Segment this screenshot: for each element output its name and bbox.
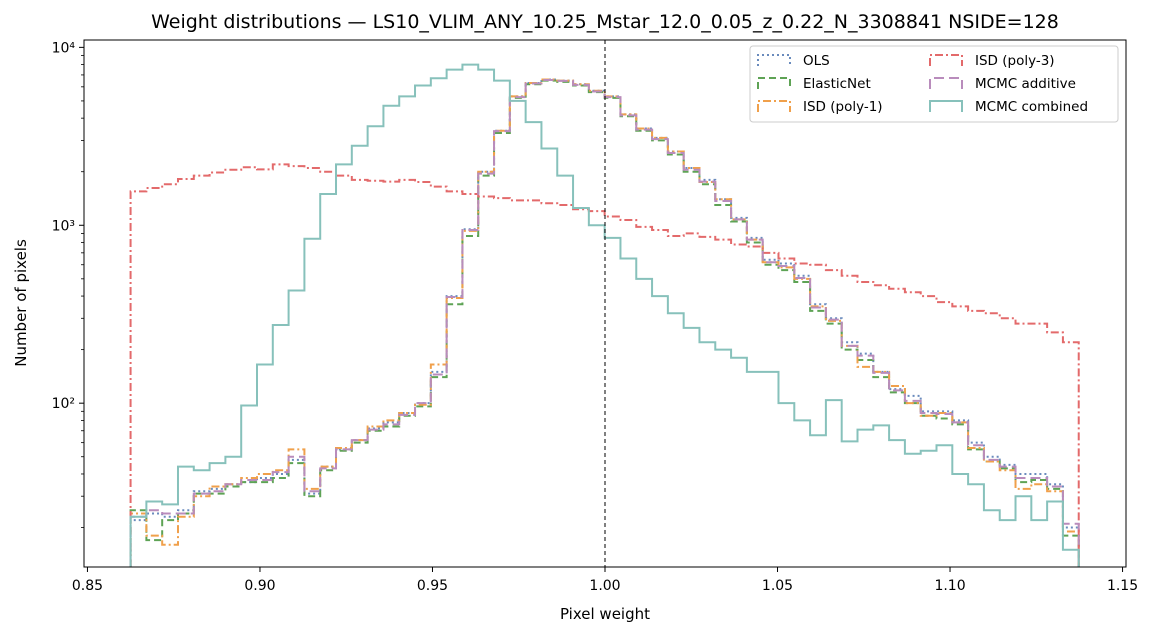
x-tick-label: 1.05	[762, 578, 793, 594]
legend-item: MCMC combined	[929, 99, 1088, 115]
y-tick-label: 10²	[52, 396, 75, 412]
legend-item: OLS	[757, 53, 830, 69]
legend: OLS ElasticNet ISD (poly-1) ISD (poly-3) MCM…	[749, 45, 1119, 123]
y-axis-label: Number of pixels	[12, 239, 30, 367]
legend-item: MCMC additive	[929, 76, 1076, 92]
legend-label: MCMC combined	[975, 99, 1088, 115]
legend-swatch	[757, 77, 791, 89]
legend-item: ISD (poly-1)	[757, 99, 883, 115]
legend-item: ISD (poly-3)	[929, 53, 1055, 69]
legend-item: ElasticNet	[757, 76, 871, 92]
legend-label: ElasticNet	[803, 76, 871, 92]
x-tick-label: 0.90	[244, 578, 275, 594]
x-tick-label: 0.95	[417, 578, 448, 594]
chart-title: Weight distributions — LS10_VLIM_ANY_10.…	[151, 11, 1059, 33]
legend-label: MCMC additive	[975, 76, 1076, 92]
legend-swatch	[929, 77, 963, 89]
legend-swatch	[929, 54, 963, 66]
x-axis-label: Pixel weight	[560, 605, 650, 623]
legend-swatch	[757, 54, 791, 66]
x-tick-label: 1.10	[934, 578, 965, 594]
series-line-elasticnet	[129, 79, 1080, 567]
y-tick-label: 10³	[52, 218, 75, 234]
x-axis: 0.85 0.90 0.95 1.00 1.05 1.10 1.15	[72, 567, 1138, 594]
y-tick-label: 10⁴	[52, 40, 76, 56]
legend-box	[749, 45, 1119, 123]
legend-label: OLS	[803, 53, 830, 69]
legend-label: ISD (poly-1)	[803, 99, 883, 115]
y-axis: 10² 10³ 10⁴	[52, 40, 84, 528]
legend-label: ISD (poly-3)	[975, 53, 1055, 69]
x-tick-label: 1.15	[1107, 578, 1138, 594]
x-tick-label: 0.85	[72, 578, 103, 594]
series-line-isd-poly-3	[129, 163, 1080, 567]
x-tick-label: 1.00	[589, 578, 620, 594]
legend-swatch	[929, 100, 963, 112]
legend-swatch	[757, 100, 791, 112]
